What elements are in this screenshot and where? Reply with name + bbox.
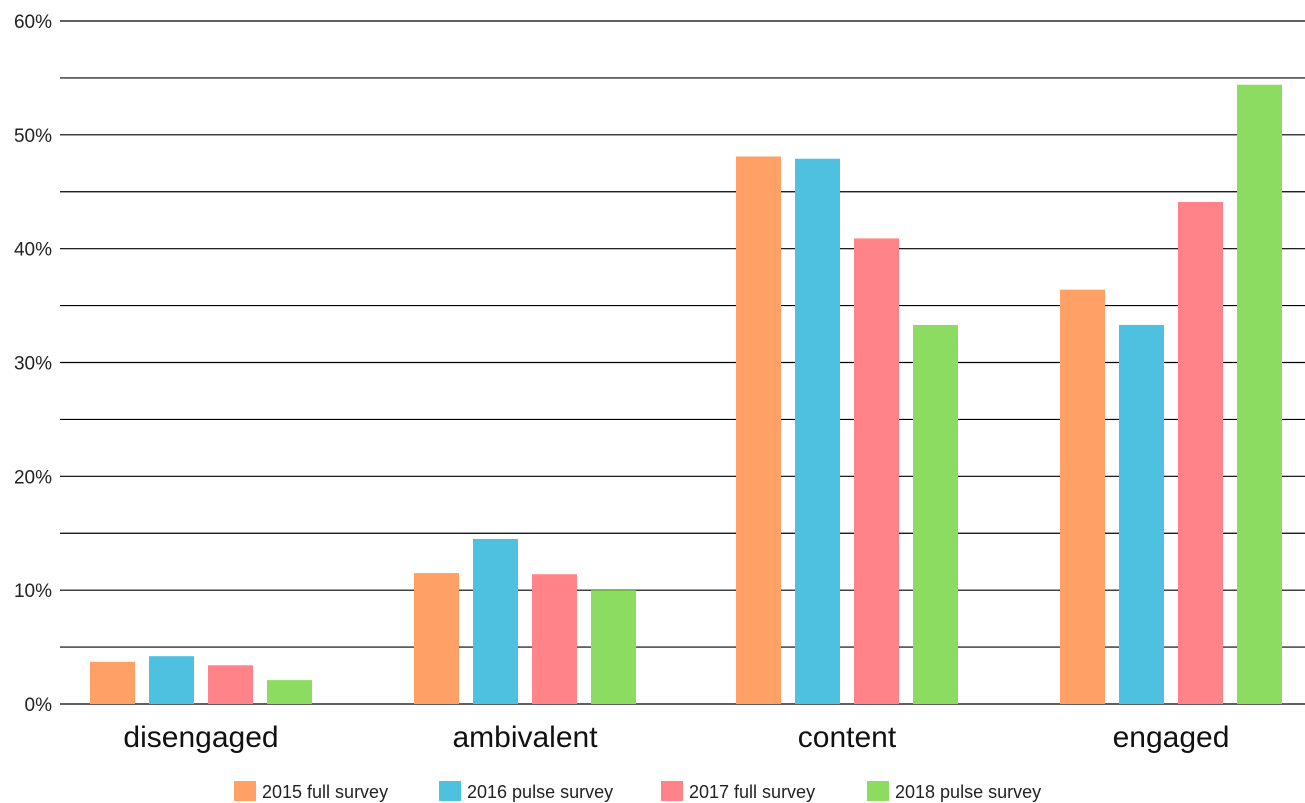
bar-content-2018-pulse-survey [913,324,958,704]
bar-engaged-2018-pulse-survey [1237,84,1282,705]
bar-ambivalent-2016-pulse-survey [473,538,518,704]
bar-engaged-2017-full-survey [1178,201,1223,704]
legend-item: 2016 pulse survey [439,781,613,802]
bar-content-2017-full-survey [854,238,899,704]
x-category-label: disengaged [123,721,278,754]
x-category-label: ambivalent [452,721,598,754]
legend-label: 2015 full survey [262,782,388,802]
legend-swatch [661,781,683,801]
bar-disengaged-2016-pulse-survey [149,656,194,704]
bars [90,84,1282,705]
y-tick-label: 0% [25,695,53,716]
legend: 2015 full survey 2016 pulse survey 2017 fu… [234,781,1041,802]
bar-content-2016-pulse-survey [795,158,840,704]
legend-label: 2018 pulse survey [895,782,1041,802]
y-tick-label: 20% [14,467,52,488]
legend-item: 2018 pulse survey [867,781,1041,802]
legend-item: 2015 full survey [234,781,388,802]
x-category-label: content [798,721,897,754]
legend-swatch [867,781,889,801]
bar-engaged-2015-full-survey [1060,289,1105,704]
bar-ambivalent-2015-full-survey [414,573,459,704]
y-axis-tick-labels: 0% 10% 20% 30% 40% 50% 60% [14,12,52,716]
bar-ambivalent-2018-pulse-survey [591,590,636,704]
bar-ambivalent-2017-full-survey [532,574,577,704]
y-tick-label: 40% [14,240,52,261]
legend-item: 2017 full survey [661,781,815,802]
y-tick-label: 60% [14,12,52,33]
legend-label: 2016 pulse survey [467,782,613,802]
bar-disengaged-2018-pulse-survey [267,680,312,704]
y-tick-label: 10% [14,581,52,602]
bar-disengaged-2017-full-survey [208,665,253,704]
y-tick-label: 50% [14,126,52,147]
gridlines [60,20,1305,705]
bar-engaged-2016-pulse-survey [1119,324,1164,704]
bar-disengaged-2015-full-survey [90,661,135,704]
legend-swatch [234,781,256,801]
y-tick-label: 30% [14,354,52,375]
bar-content-2015-full-survey [736,156,781,704]
legend-swatch [439,781,461,801]
legend-label: 2017 full survey [689,782,815,802]
x-axis-category-labels: disengaged ambivalent content engaged [123,721,1229,754]
x-category-label: engaged [1113,721,1230,754]
